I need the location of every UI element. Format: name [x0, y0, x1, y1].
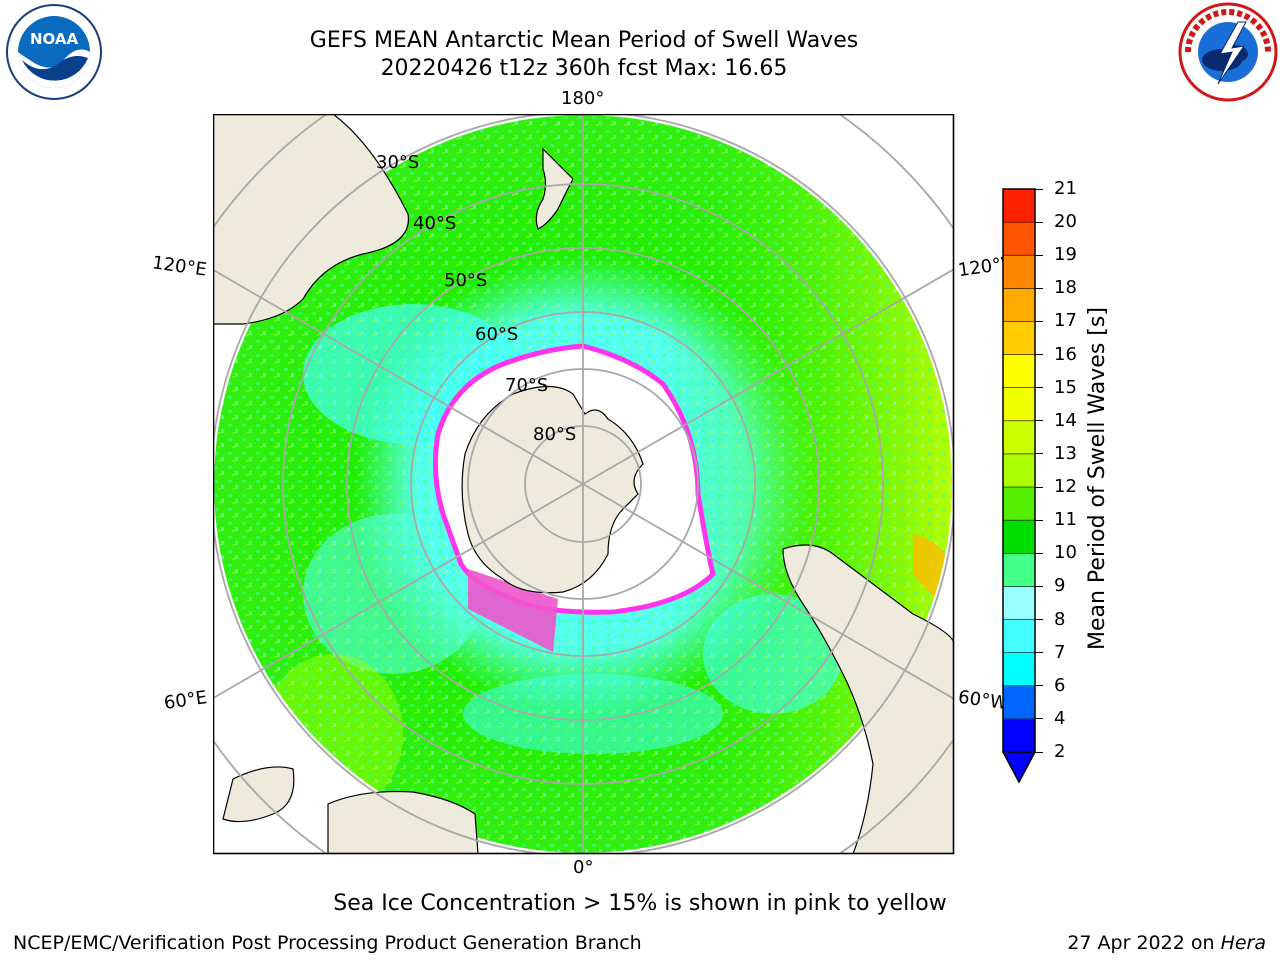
colorbar-segment — [1003, 553, 1035, 587]
colorbar-tick-label: 11 — [1054, 509, 1077, 531]
colorbar-tick-mark — [1035, 320, 1043, 322]
colorbar-tick-label: 4 — [1054, 707, 1066, 729]
colorbar-tick-label: 20 — [1054, 211, 1077, 233]
colorbar-tick-label: 6 — [1054, 674, 1066, 696]
colorbar-tick-label: 16 — [1054, 343, 1077, 365]
colorbar-tick-mark — [1035, 221, 1043, 223]
colorbar-tick-mark — [1035, 420, 1043, 422]
colorbar-tick-label: 15 — [1054, 376, 1077, 398]
madagascar — [222, 766, 295, 823]
lon-label-120e: 120°E — [150, 252, 208, 281]
colorbar-tick-label: 17 — [1054, 310, 1077, 332]
polar-map — [213, 114, 955, 855]
map-frame — [213, 114, 955, 855]
colorbar-tick-label: 14 — [1054, 409, 1077, 431]
colorbar-tick-mark — [1035, 585, 1043, 587]
lat-label-70s: 70°S — [505, 375, 549, 396]
colorbar-tick-mark — [1035, 519, 1043, 521]
colorbar-segment — [1003, 255, 1035, 289]
colorbar-segment — [1003, 420, 1035, 455]
lat-label-80s: 80°S — [533, 424, 577, 445]
lat-label-60s: 60°S — [475, 324, 519, 345]
colorbar-tick-label: 12 — [1054, 476, 1077, 498]
colorbar-segment — [1003, 487, 1035, 521]
colorbar-segment — [1003, 453, 1035, 488]
colorbar-tick-label: 2 — [1054, 741, 1066, 762]
lat-label-40s: 40°S — [413, 213, 457, 234]
footer-date: 27 Apr 2022 on Hera — [1067, 932, 1266, 954]
colorbar-segment — [1003, 222, 1035, 256]
nws-logo-icon — [1178, 2, 1278, 102]
lat-label-50s: 50°S — [444, 270, 488, 291]
sea-ice-note: Sea Ice Concentration > 15% is shown in … — [333, 891, 947, 916]
footer-system: Hera — [1220, 932, 1266, 954]
australia — [213, 114, 410, 325]
colorbar-tick-mark — [1035, 619, 1043, 621]
colorbar-frame — [1002, 188, 1036, 753]
lat-label-30s: 30°S — [376, 152, 420, 173]
colorbar-tick-label: 7 — [1054, 641, 1066, 663]
colorbar-tick-label: 10 — [1054, 542, 1077, 564]
noaa-logo-icon: NOAA — [6, 4, 102, 100]
colorbar-tick-mark — [1035, 354, 1043, 356]
colorbar-tick-label: 18 — [1054, 277, 1077, 299]
colorbar-tick-mark — [1035, 552, 1043, 554]
colorbar-segment — [1003, 288, 1035, 322]
colorbar-tick-label: 13 — [1054, 442, 1077, 464]
colorbar-segment — [1003, 387, 1035, 422]
colorbar-tick-mark — [1035, 486, 1043, 488]
colorbar-tick-mark — [1035, 718, 1043, 720]
land-masses — [213, 114, 954, 854]
antarctica — [461, 385, 644, 594]
colorbar-tick-mark — [1035, 188, 1043, 190]
colorbar-tick-mark — [1035, 387, 1043, 389]
new-zealand — [535, 147, 574, 230]
colorbar-tick-label: 21 — [1054, 178, 1077, 199]
colorbar-tick-label: 8 — [1054, 608, 1066, 630]
colorbar-segment — [1003, 652, 1035, 687]
colorbar-tick-mark — [1035, 685, 1043, 687]
colorbar-segment — [1003, 586, 1035, 621]
colorbar-segment — [1003, 520, 1035, 554]
lon-label-180: 180° — [561, 88, 605, 109]
colorbar-tick-label: 9 — [1054, 575, 1066, 597]
south-america — [782, 544, 954, 854]
colorbar-segment — [1003, 619, 1035, 654]
sea-ice-patch — [468, 569, 558, 652]
chart-subtitle: 20220426 t12z 360h fcst Max: 16.65 — [380, 56, 788, 81]
colorbar-tick-mark — [1035, 751, 1043, 753]
colorbar-segment — [1003, 354, 1035, 389]
colorbar-segment — [1003, 321, 1035, 356]
colorbar-tick-mark — [1035, 287, 1043, 289]
footer-date-text: 27 Apr 2022 on — [1067, 932, 1221, 954]
colorbar-segment — [1003, 189, 1035, 223]
colorbar-tick-label: 19 — [1054, 244, 1077, 266]
noaa-logo-text: NOAA — [30, 30, 79, 48]
lon-label-0: 0° — [573, 857, 594, 878]
colorbar-tick-mark — [1035, 453, 1043, 455]
graticule — [213, 114, 954, 854]
chart-title: GEFS MEAN Antarctic Mean Period of Swell… — [309, 28, 859, 53]
colorbar-segment — [1003, 685, 1035, 720]
lon-label-60e: 60°E — [162, 687, 209, 714]
colorbar-tick-mark — [1035, 254, 1043, 256]
colorbar-tick-mark — [1035, 652, 1043, 654]
colorbar — [1001, 188, 1037, 784]
africa — [327, 790, 479, 854]
colorbar-label: Mean Period of Swell Waves [s] — [1085, 307, 1110, 650]
footer-branch: NCEP/EMC/Verification Post Processing Pr… — [13, 932, 642, 954]
colorbar-extend-min — [1001, 751, 1037, 784]
colorbar-segment — [1003, 718, 1035, 753]
